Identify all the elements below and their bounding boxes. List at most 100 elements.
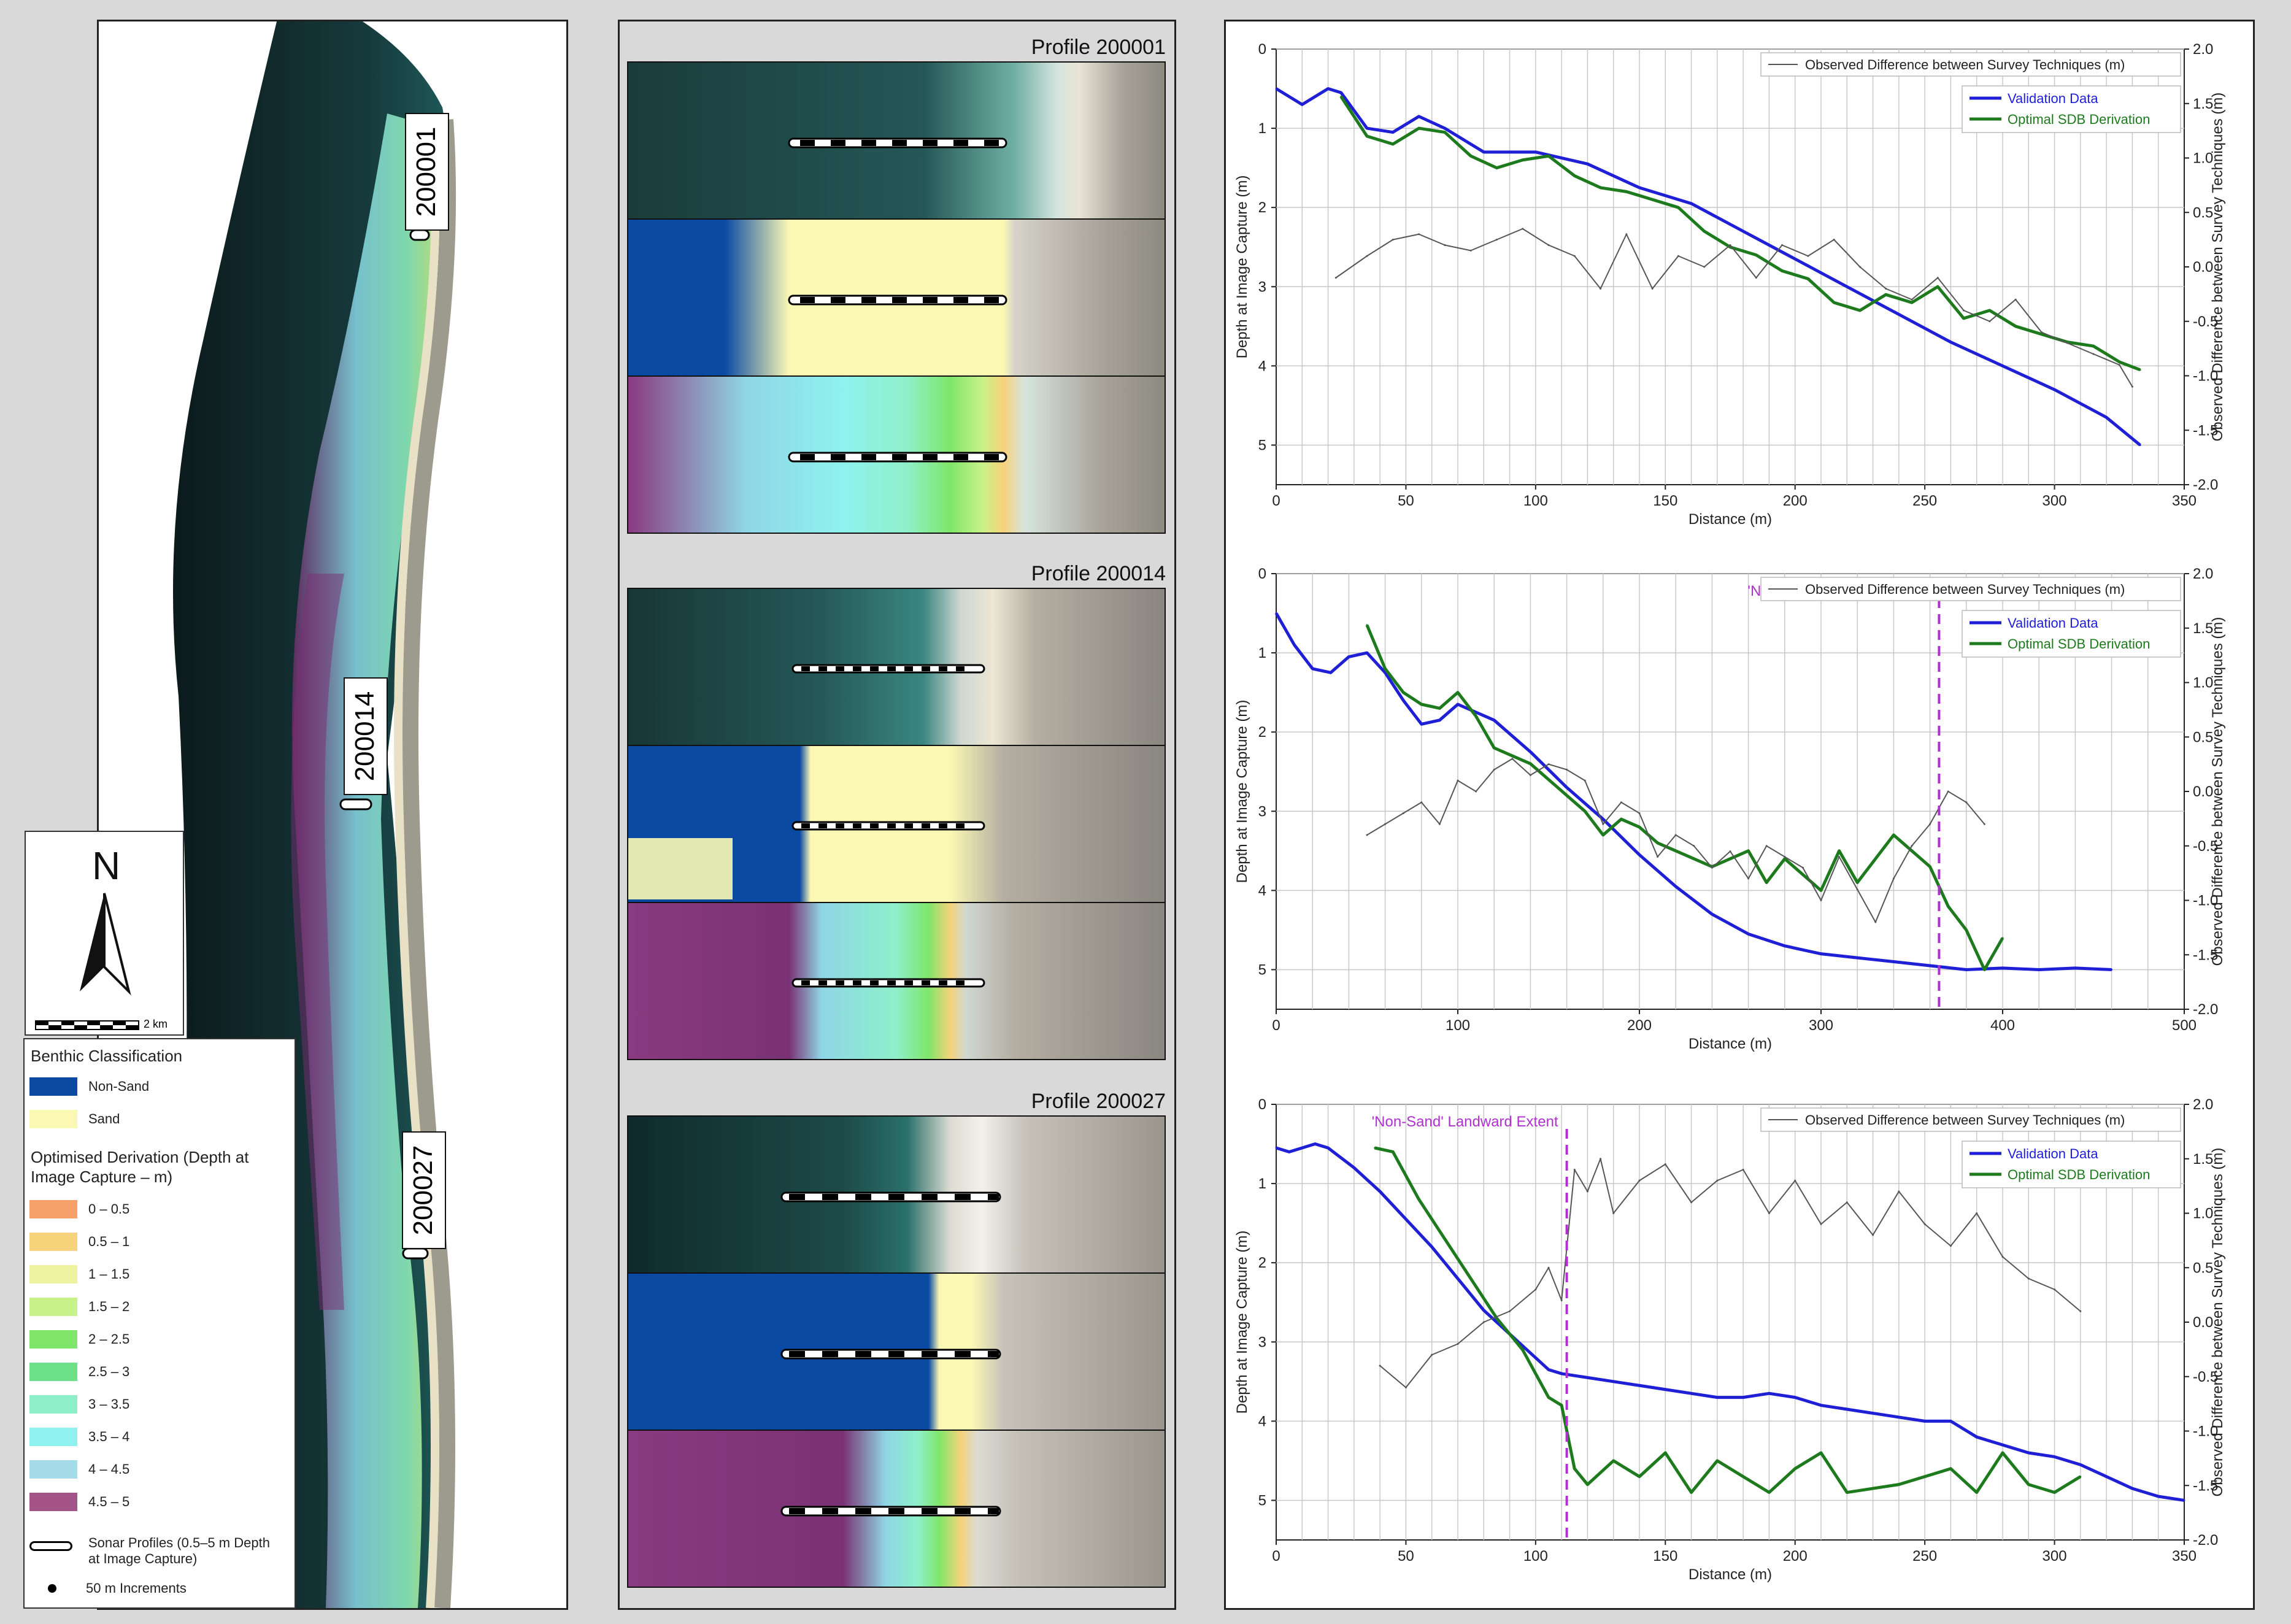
optimal-sdb-point — [1638, 826, 1641, 828]
optimal-sdb-point — [1856, 881, 1858, 883]
optimal-sdb-point — [1833, 301, 1835, 304]
north-label: N — [92, 844, 121, 888]
observed-difference-point — [1781, 244, 1784, 246]
profile-marker-200027[interactable] — [402, 1247, 429, 1260]
optimal-sdb-point — [1885, 293, 1887, 296]
optimal-sdb-point — [1625, 190, 1628, 193]
profile-marker-200014[interactable] — [339, 798, 372, 810]
legend-bin-6: 3 – 3.5 — [29, 1395, 129, 1414]
optimal-sdb-point — [1983, 968, 1985, 971]
y-tick-label: 0 — [1258, 41, 1266, 58]
validation-data-point — [1949, 341, 1952, 344]
observed-difference-point — [1784, 856, 1786, 858]
optimal-sdb-point — [2001, 937, 2004, 939]
observed-difference-point — [2066, 342, 2069, 344]
optimal-sdb-point — [1366, 624, 1368, 626]
observed-difference-point — [1584, 779, 1586, 782]
validation-data-point — [1366, 127, 1368, 129]
x-tick-label: 250 — [1912, 493, 1937, 509]
optimal-sdb-point — [1794, 1468, 1796, 1470]
profile-200027-depth — [627, 1430, 1166, 1588]
y2-tick-label: 2.0 — [2193, 41, 2213, 58]
validation-data-point — [2139, 444, 2141, 446]
y2-tick-label: 1.0 — [2193, 675, 2213, 691]
validation-data-point — [1846, 285, 1848, 288]
optimal-sdb-point — [1807, 277, 1809, 280]
observed-difference-point — [2040, 331, 2043, 333]
validation-data-point — [1293, 644, 1296, 646]
y-axis-label: Depth at Image Capture (m) — [1234, 175, 1250, 359]
observed-difference-point — [1438, 823, 1441, 825]
validation-data-point — [1586, 163, 1588, 165]
optimal-sdb-point — [1846, 1491, 1848, 1494]
observed-difference-point — [1858, 266, 1861, 268]
observed-difference-point — [1651, 288, 1654, 290]
x-axis-label: Distance (m) — [1688, 1036, 1772, 1052]
optimal-sdb-point — [1444, 1237, 1446, 1240]
depth-profile-chart-200027: 0 50 100 150 200 250 300 350 0 1 2 3 4 5 2.0 1.5 1.0 0.5 0… — [1234, 1096, 2226, 1583]
optimal-sdb-point — [1768, 1491, 1770, 1494]
validation-data-point — [1949, 1420, 1952, 1422]
observed-difference-point — [1983, 823, 1985, 825]
observed-difference-point — [1392, 239, 1394, 241]
observed-difference-point — [1529, 774, 1531, 776]
validation-data-point — [1547, 1368, 1550, 1371]
validation-data-point — [1742, 1396, 1744, 1399]
observed-difference-point — [1963, 309, 1965, 312]
optimal-sdb-point — [1765, 881, 1768, 883]
y2-tick-label: 0.0 — [2193, 259, 2213, 275]
y2-tick-label: 1.0 — [2193, 1206, 2213, 1222]
legend-observed-box — [1760, 1107, 2181, 1132]
profile-200014-benthic-line — [628, 821, 985, 899]
profile-marker-200001[interactable] — [409, 229, 430, 241]
observed-difference-point — [1625, 233, 1628, 236]
legend-label-increment: 50 m Increments — [86, 1580, 187, 1596]
y2-tick-label: -2.0 — [2193, 1001, 2218, 1018]
x-tick-label: 100 — [1523, 1548, 1548, 1564]
optimal-sdb-point — [1418, 127, 1420, 129]
y2-tick-label: 2.0 — [2193, 1096, 2213, 1113]
y2-tick-label: -2.0 — [2193, 477, 2218, 493]
y-tick-label: 4 — [1258, 882, 1266, 899]
optimal-sdb-point — [1747, 850, 1750, 852]
north-arrow-icon — [80, 893, 131, 996]
observed-difference-point — [1807, 255, 1809, 257]
optimal-sdb-point — [1420, 703, 1423, 706]
optimal-sdb-point — [1495, 1317, 1498, 1320]
observed-difference-point — [1573, 255, 1576, 257]
validation-data-point — [1711, 913, 1713, 915]
profile-title-200001: Profile 200001 — [1031, 36, 1166, 59]
legend-validation-label: Validation Data — [2008, 1146, 2098, 1161]
validation-data-point — [1482, 1309, 1485, 1312]
observed-difference-point — [1892, 877, 1895, 880]
profile-200001-depth-line — [788, 452, 1007, 463]
optimal-sdb-point — [1444, 131, 1446, 134]
validation-data-point — [1929, 964, 1931, 967]
validation-data-point — [2027, 1452, 2030, 1454]
validation-data-point — [1638, 187, 1641, 189]
validation-data-point — [1674, 885, 1677, 888]
observed-difference-point — [1511, 758, 1514, 760]
observed-difference-point — [1742, 1169, 1744, 1171]
y2-tick-label: -2.0 — [2193, 1532, 2218, 1549]
x-tick-label: 0 — [1272, 1017, 1280, 1034]
optimal-sdb-point — [1586, 1484, 1588, 1486]
validation-data-point — [1366, 652, 1368, 654]
observed-difference-point — [1547, 244, 1550, 246]
y2-tick-label: -1.0 — [2193, 1423, 2218, 1440]
validation-data-point — [1402, 699, 1404, 702]
x-tick-label: 50 — [1398, 493, 1414, 509]
optimal-sdb-point — [1584, 810, 1586, 812]
legend-swatch-nonsand — [29, 1077, 77, 1096]
observed-difference-point — [1420, 801, 1423, 804]
observed-difference-point — [1711, 866, 1713, 869]
y2-tick-label: -1.5 — [2193, 422, 2218, 439]
x-tick-label: 100 — [1523, 493, 1548, 509]
y-tick-label: 1 — [1258, 120, 1266, 137]
validation-data-point — [1586, 1376, 1588, 1379]
optimal-sdb-point — [1781, 269, 1784, 272]
x-tick-label: 200 — [1627, 1017, 1652, 1034]
optimal-sdb-point — [1838, 850, 1841, 852]
y2-tick-label: -0.5 — [2193, 314, 2218, 330]
validation-data-point — [1784, 945, 1786, 947]
